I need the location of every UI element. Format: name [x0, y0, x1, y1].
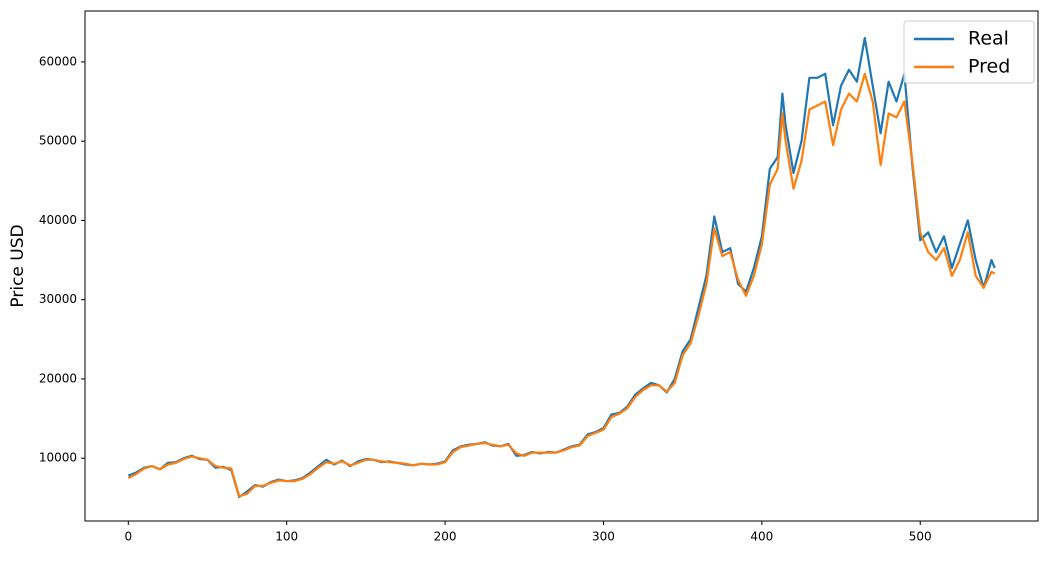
x-tick-label: 100	[275, 530, 298, 544]
y-tick-label: 20000	[39, 371, 77, 385]
y-tick-label: 30000	[39, 292, 77, 306]
legend-label: Pred	[968, 56, 1010, 78]
x-tick-label: 300	[592, 530, 615, 544]
line-series	[127, 72, 996, 498]
y-tick-label: 60000	[39, 54, 77, 68]
line-series	[127, 37, 996, 499]
y-tick-label: 50000	[39, 134, 77, 148]
y-tick-label: 40000	[39, 213, 77, 227]
x-tick-label: 500	[909, 530, 932, 544]
plot-frame	[84, 10, 1039, 522]
x-tick-label: 0	[124, 530, 132, 544]
y-tick-label: 10000	[39, 451, 77, 465]
x-tick-label: 200	[434, 530, 457, 544]
y-axis-label: Price USD	[8, 224, 28, 307]
legend-label: Real	[968, 28, 1009, 50]
x-tick-label: 400	[750, 530, 773, 544]
